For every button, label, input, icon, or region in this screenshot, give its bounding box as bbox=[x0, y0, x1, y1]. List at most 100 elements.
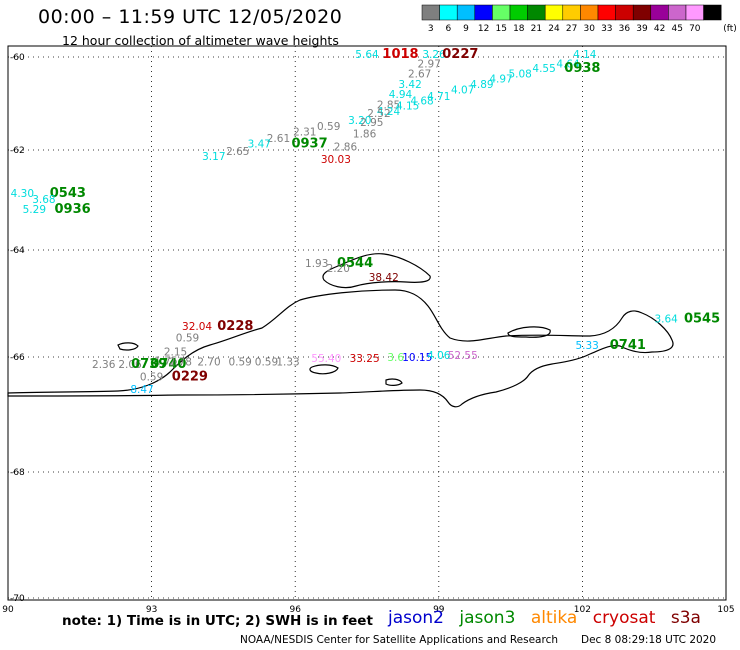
wave-height-value: 2.61 bbox=[267, 133, 290, 145]
lon-tick-label: 99 bbox=[433, 605, 445, 615]
satellite-altika: altika bbox=[530, 608, 578, 628]
pass-time-label: 0740 bbox=[150, 357, 186, 372]
wave-height-legend: 3 6 9 12 15 18 21 24 27 30 33 36 39 42 45 70 (ft) bbox=[421, 4, 737, 34]
wave-height-value: 4.64 bbox=[556, 59, 580, 71]
satellite-cryosat: cryosat bbox=[592, 608, 656, 628]
render-timestamp: Dec 8 08:29:18 UTC 2020 bbox=[581, 634, 717, 646]
legend-label: 21 bbox=[531, 24, 542, 34]
satellite-jason3: jason3 bbox=[459, 608, 516, 628]
legend-swatch bbox=[703, 4, 722, 21]
pass-time-label: 0937 bbox=[291, 136, 327, 151]
wave-height-value: 4.55 bbox=[532, 63, 555, 75]
legend-unit: (ft) bbox=[723, 24, 737, 34]
wave-height-value: 2.67 bbox=[408, 69, 431, 81]
pass-time-label: 1018 bbox=[382, 47, 418, 62]
legend-label: 24 bbox=[548, 24, 560, 34]
wave-height-value: 3.42 bbox=[398, 79, 421, 91]
map-frame bbox=[7, 45, 727, 601]
lon-tick-label: 105 bbox=[717, 605, 734, 615]
wave-height-value: 55.40 bbox=[311, 353, 341, 365]
credit-line: NOAA/NESDIS Center for Satellite Applica… bbox=[240, 634, 558, 646]
legend-label: 6 bbox=[446, 24, 452, 34]
island bbox=[507, 326, 551, 338]
wave-height-value: 1.75 bbox=[154, 355, 177, 367]
wave-height-value: 4.06 bbox=[427, 350, 451, 362]
wave-height-value: 3.6 bbox=[387, 352, 404, 364]
wave-height-value: 52.55 bbox=[448, 350, 478, 362]
wave-height-value: 30.03 bbox=[321, 154, 351, 166]
lat-tick-label: -68 bbox=[10, 468, 25, 478]
wave-height-value: 5.64 bbox=[355, 49, 379, 61]
lon-tick-label: 93 bbox=[146, 605, 157, 615]
pass-time-label: 0544 bbox=[337, 256, 373, 271]
pass-time-label: 0227 bbox=[442, 47, 478, 62]
satellite-s3a: s3a bbox=[670, 608, 701, 628]
wave-height-value: 4.30 bbox=[11, 188, 34, 200]
wave-height-value: 2.78 bbox=[169, 357, 192, 369]
lon-tick-label: 102 bbox=[574, 605, 591, 615]
wave-height-value: 4.71 bbox=[427, 91, 450, 103]
wave-height-value: 1.86 bbox=[353, 128, 377, 140]
wave-height-value: 33.25 bbox=[350, 353, 380, 365]
legend-label: 18 bbox=[513, 24, 525, 34]
wave-height-value: 4.89 bbox=[470, 79, 493, 91]
island bbox=[322, 253, 431, 289]
legend-label: 27 bbox=[566, 24, 577, 34]
wave-height-value: 3.47 bbox=[248, 138, 271, 150]
legend-label: 70 bbox=[689, 24, 701, 34]
wave-height-value: 2.86 bbox=[334, 141, 358, 153]
lat-tick-label: -70 bbox=[10, 594, 25, 604]
map-subtitle: 12 hour collection of altimeter wave hei… bbox=[62, 33, 339, 48]
lon-tick-label: 96 bbox=[289, 605, 301, 615]
wave-height-value: 4.97 bbox=[489, 73, 512, 85]
lon-tick-label: 90 bbox=[2, 605, 14, 615]
wave-height-value: 5.08 bbox=[508, 69, 531, 81]
wave-height-value: 3.68 bbox=[32, 194, 55, 206]
wave-height-value: 2.65 bbox=[226, 146, 249, 158]
wave-height-value: 3.64 bbox=[654, 313, 678, 325]
wave-height-value: 38.42 bbox=[369, 272, 399, 284]
wave-height-value: 2.70 bbox=[197, 357, 220, 369]
pass-time-label: 0228 bbox=[217, 319, 253, 334]
coastline bbox=[7, 289, 674, 408]
legend-label: 42 bbox=[654, 24, 665, 34]
wave-height-value: 8.47 bbox=[130, 384, 153, 396]
satellite-jason2: jason2 bbox=[388, 608, 444, 628]
wave-height-value: 2.85 bbox=[377, 99, 400, 111]
legend-label: 9 bbox=[463, 24, 469, 34]
island bbox=[385, 378, 403, 386]
wave-height-value: 2.52 bbox=[367, 108, 390, 120]
lat-tick-label: -60 bbox=[10, 53, 25, 63]
pass-time-label: 0229 bbox=[172, 370, 208, 385]
legend-label: 45 bbox=[671, 24, 682, 34]
island bbox=[117, 342, 139, 351]
legend-label: 30 bbox=[583, 24, 595, 34]
map-title: 00:00 – 11:59 UTC 12/05/2020 bbox=[38, 6, 343, 28]
wave-height-value: 2.06 bbox=[118, 359, 142, 371]
wave-height-value: 3.17 bbox=[202, 151, 225, 163]
wave-height-value: 4.15 bbox=[396, 100, 419, 112]
wave-height-value: 2.95 bbox=[360, 117, 383, 129]
wave-height-value: 2.36 bbox=[92, 359, 116, 371]
wave-height-value: 2.31 bbox=[293, 126, 316, 138]
lat-tick-label: -66 bbox=[10, 353, 25, 363]
pass-time-label: 0545 bbox=[684, 311, 720, 326]
wave-height-value: 4.94 bbox=[389, 89, 413, 101]
legend-label: 39 bbox=[636, 24, 648, 34]
wave-height-value: 4.24 bbox=[377, 106, 401, 118]
wave-height-value: 3.26 bbox=[422, 49, 446, 61]
wave-height-value: 4.68 bbox=[410, 96, 433, 108]
wave-height-value: 2.97 bbox=[418, 59, 441, 71]
wave-height-value: 1.93 bbox=[305, 258, 328, 270]
footer-note: note: 1) Time is in UTC; 2) SWH is in fe… bbox=[62, 613, 373, 629]
pass-time-label: 0741 bbox=[610, 338, 646, 353]
lat-tick-label: -64 bbox=[10, 246, 25, 256]
pass-time-label: 0936 bbox=[55, 202, 91, 217]
pass-time-label: 0739 bbox=[131, 357, 167, 372]
wave-height-value: 32.04 bbox=[182, 321, 212, 333]
wave-height-value: 5.29 bbox=[23, 204, 46, 216]
legend-label: 36 bbox=[619, 24, 631, 34]
legend-label: 15 bbox=[495, 24, 506, 34]
